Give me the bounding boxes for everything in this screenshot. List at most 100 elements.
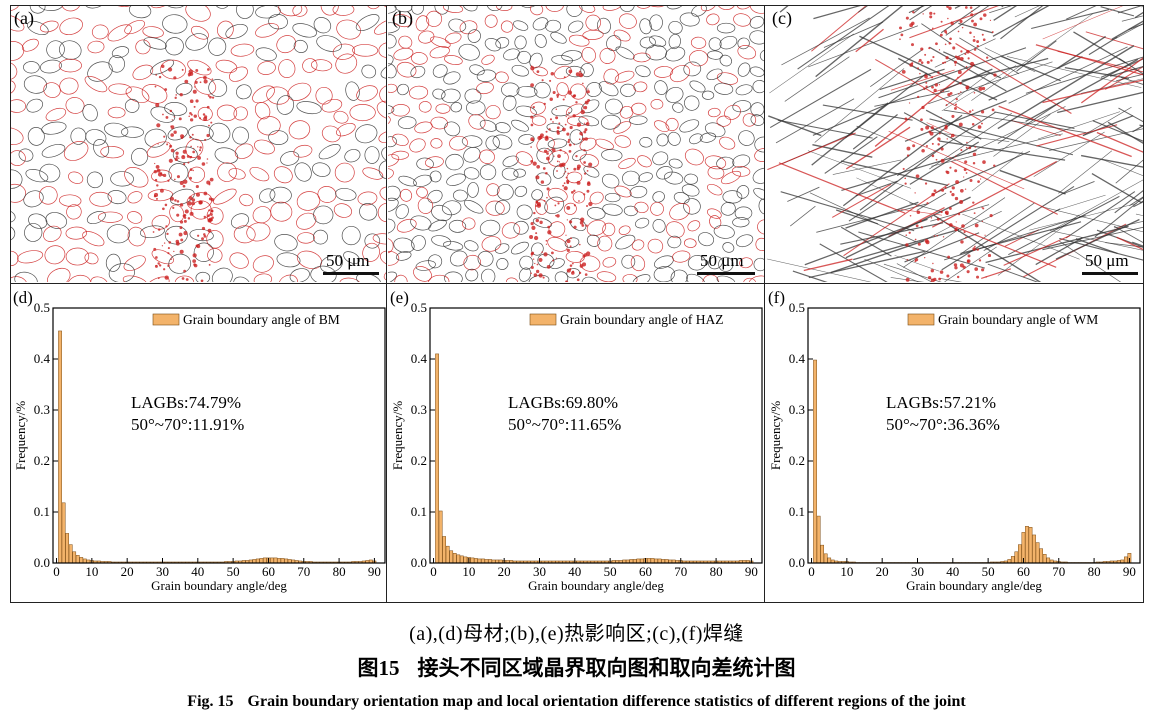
figure-frame	[10, 5, 1144, 603]
y-tick-label: 0.1	[411, 504, 427, 519]
panel-letter: (f)	[768, 288, 785, 307]
row-divider	[10, 283, 1144, 284]
histogram-bar	[255, 558, 260, 564]
y-tick-label: 0.2	[789, 453, 805, 468]
histogram-bar	[259, 558, 264, 564]
x-tick-label: 50	[227, 564, 240, 579]
x-tick-label: 0	[53, 564, 60, 579]
panel-letter-c: (c)	[772, 8, 792, 28]
x-tick-label: 90	[745, 564, 758, 579]
histogram-bar	[452, 553, 457, 564]
y-tick-label: 0.3	[411, 402, 427, 417]
x-tick-label: 0	[808, 564, 815, 579]
figure-title-en: Fig. 15 Grain boundary orientation map an…	[0, 693, 1153, 711]
histogram-bar	[636, 558, 641, 564]
x-tick-label: 10	[840, 564, 853, 579]
histogram-bar	[456, 554, 461, 564]
y-tick-label: 0.0	[411, 555, 427, 570]
scale-bar-label-b: 50 μm	[700, 251, 744, 270]
histogram-bar	[820, 544, 825, 564]
histogram-bar	[445, 545, 450, 564]
histogram-bar	[481, 558, 485, 564]
x-axis-label: Grain boundary angle/deg	[151, 578, 287, 593]
x-axis-ticks: 0 10 20 30 40 50 60 70 80 90	[430, 558, 758, 579]
figure-title-cn: 图15 接头不同区域晶界取向图和取向差统计图	[0, 652, 1153, 682]
x-tick-label: 60	[1017, 564, 1030, 579]
micrograph-bm	[11, 6, 386, 282]
legend-label: Grain boundary angle of HAZ	[560, 312, 723, 327]
histogram-bar	[435, 353, 439, 564]
y-tick-label: 0.1	[34, 504, 50, 519]
x-tick-label: 0	[430, 564, 437, 579]
x-tick-label: 30	[156, 564, 169, 579]
histogram-bar	[1025, 526, 1029, 564]
histogram-bar	[58, 330, 62, 564]
y-tick-label: 0.2	[411, 453, 427, 468]
y-axis-ticks: 0.0 0.1 0.2 0.3 0.4 0.5	[789, 300, 813, 570]
x-tick-label: 10	[85, 564, 98, 579]
histogram-bar	[1018, 544, 1022, 564]
histogram-bar	[273, 557, 278, 564]
histogram-bar	[470, 557, 475, 564]
histogram-bar	[1032, 534, 1036, 564]
y-tick-label: 0.5	[789, 300, 805, 315]
panel-letter-b: (b)	[392, 8, 413, 28]
annotation-lagbs: LAGBs:74.79%	[131, 393, 241, 412]
micrograph-haz	[388, 6, 764, 282]
annotation-range: 50°~70°:11.65%	[508, 415, 621, 434]
histogram-bar	[640, 558, 644, 564]
scale-bar-label-c: 50 μm	[1085, 251, 1129, 270]
annotation-lagbs: LAGBs:57.21%	[886, 393, 996, 412]
scale-bar-b	[697, 272, 755, 275]
legend: Grain boundary angle of WM	[907, 312, 1098, 327]
x-axis-label: Grain boundary angle/deg	[528, 578, 664, 593]
histogram-bm: 0 10 20 30 40 50 60 70 80 90 0.0 0.1 0.2 0.3 0.4 0.5 Gra…	[11, 284, 387, 602]
y-tick-label: 0.1	[789, 504, 805, 519]
annotation-range: 50°~70°:36.36%	[886, 415, 1000, 434]
y-tick-label: 0.3	[34, 402, 50, 417]
x-axis-ticks: 0 10 20 30 40 50 60 70 80 90	[808, 558, 1136, 579]
histogram-bar	[438, 510, 443, 564]
y-tick-label: 0.3	[789, 402, 805, 417]
histogram-bar	[813, 359, 817, 564]
x-tick-label: 80	[333, 564, 346, 579]
x-tick-label: 80	[710, 564, 723, 579]
scale-bar-a	[323, 272, 379, 275]
x-tick-label: 20	[498, 564, 511, 579]
x-tick-label: 70	[297, 564, 310, 579]
histogram-bar	[280, 558, 285, 564]
x-tick-label: 60	[639, 564, 652, 579]
figure-title-en-text: Grain boundary orientation map and local…	[247, 693, 966, 710]
histogram-bar	[657, 558, 662, 564]
legend: Grain boundary angle of HAZ	[529, 312, 723, 327]
x-tick-label: 60	[262, 564, 275, 579]
scale-bar-label-a: 50 μm	[326, 251, 370, 270]
x-tick-label: 40	[191, 564, 204, 579]
histogram-bar	[650, 558, 655, 564]
x-tick-label: 70	[1052, 564, 1065, 579]
histogram-bar	[270, 557, 274, 564]
x-tick-label: 40	[946, 564, 959, 579]
column-divider	[386, 5, 387, 603]
histogram-bar	[65, 533, 70, 564]
histogram-bar	[449, 550, 454, 564]
column-divider	[764, 5, 765, 603]
histogram-bar	[459, 555, 464, 564]
legend-label: Grain boundary angle of WM	[938, 312, 1098, 327]
x-tick-label: 30	[911, 564, 924, 579]
histogram-wm: 0 10 20 30 40 50 60 70 80 90 0.0 0.1 0.2 0.3 0.4 0.5 Gra…	[766, 284, 1142, 602]
x-tick-label: 30	[533, 564, 546, 579]
y-axis-label: Frequency/%	[13, 401, 28, 470]
y-tick-label: 0.5	[34, 300, 50, 315]
figure-label-cn: 图15	[357, 656, 400, 680]
figure-label-en: Fig. 15	[187, 693, 234, 710]
histogram-bar	[61, 502, 66, 564]
histogram-bar	[284, 558, 288, 564]
y-tick-label: 0.4	[789, 351, 806, 366]
y-axis-ticks: 0.0 0.1 0.2 0.3 0.4 0.5	[411, 300, 435, 570]
y-tick-label: 0.4	[34, 351, 51, 366]
annotation-lagbs: LAGBs:69.80%	[508, 393, 618, 412]
histogram-bar	[263, 557, 267, 564]
x-tick-label: 50	[982, 564, 995, 579]
histogram-bar	[72, 551, 77, 564]
